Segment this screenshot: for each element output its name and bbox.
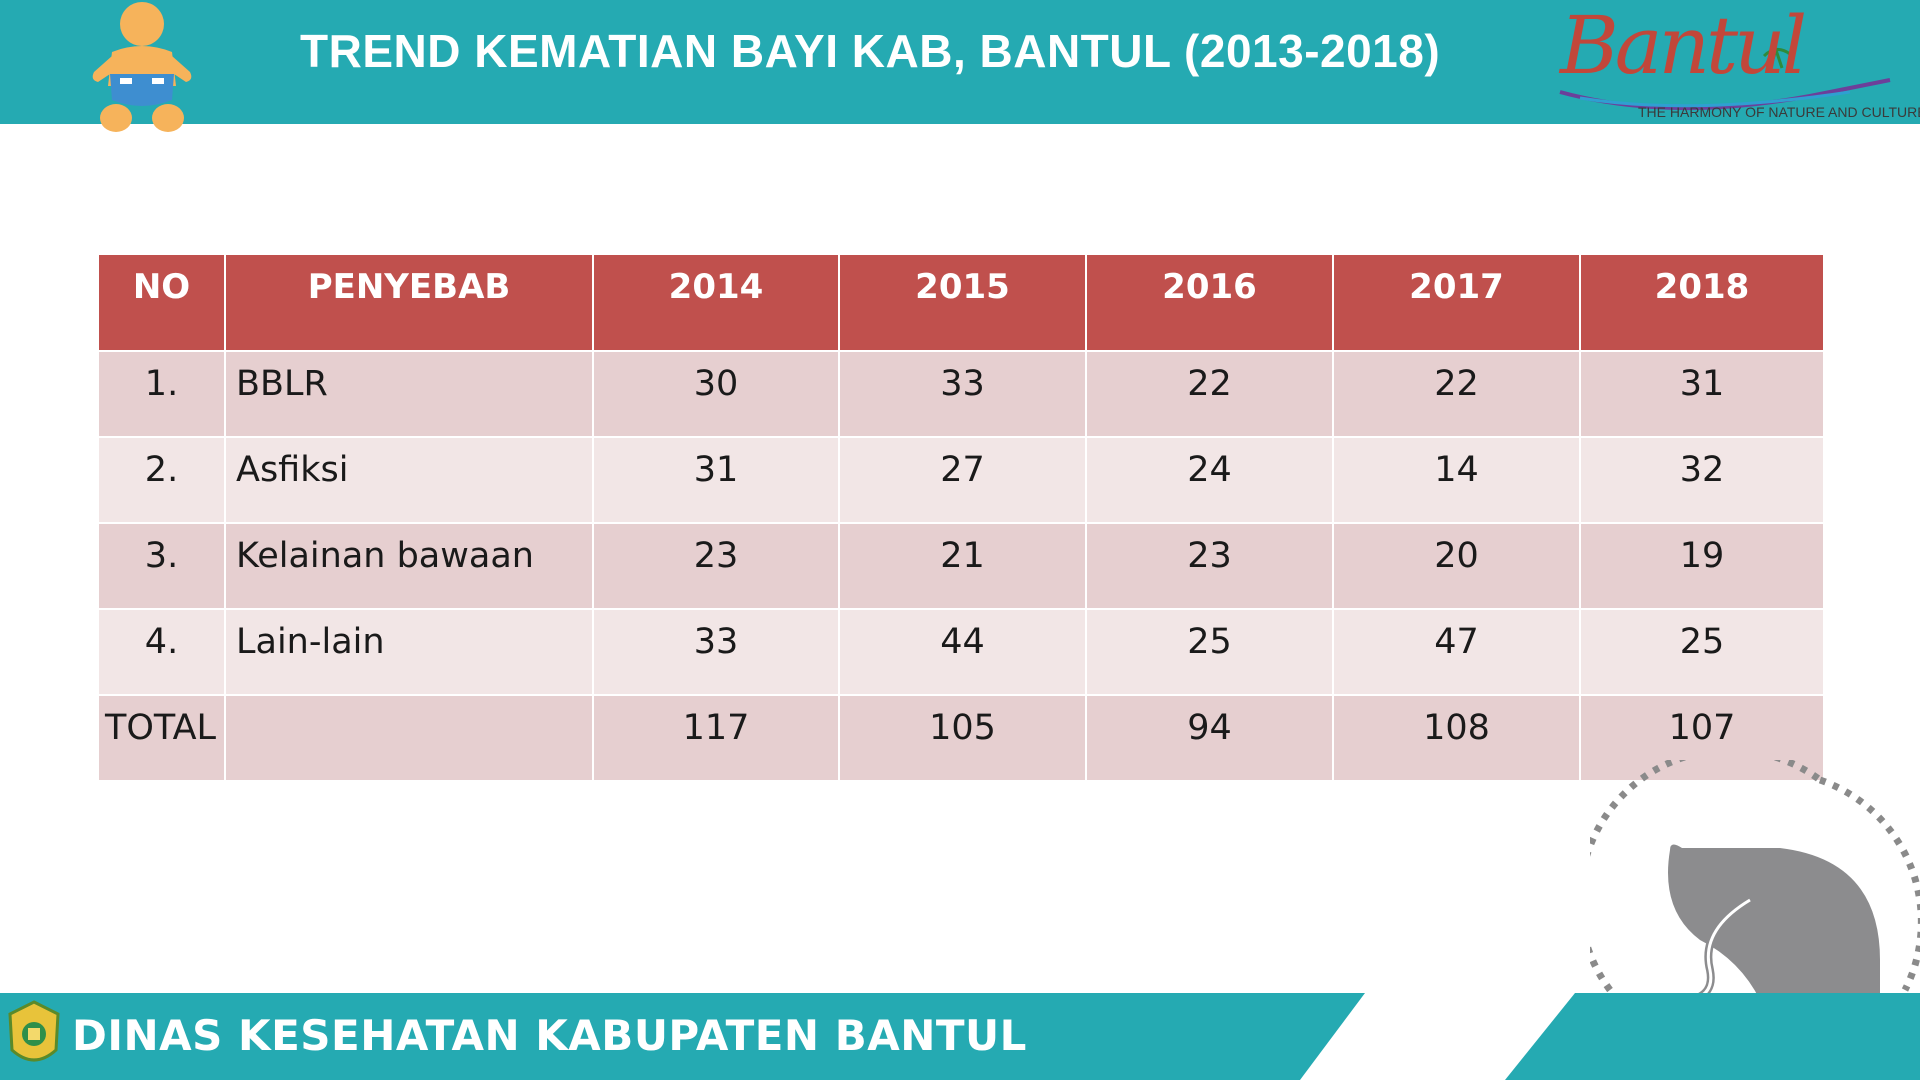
cause-cell: Kelainan bawaan — [224, 522, 594, 610]
table-row: 1. BBLR 30 33 22 22 31 — [97, 350, 1825, 438]
infant-death-table: NO PENYEBAB 2014 2015 2016 2017 2018 1. … — [97, 253, 1825, 782]
column-header: PENYEBAB — [224, 253, 594, 352]
cause-cell: Asfiksi — [224, 436, 594, 524]
total-row: TOTAL 117 105 94 108 107 — [97, 694, 1825, 782]
baby-icon — [92, 2, 192, 132]
table-row: 3. Kelainan bawaan 23 21 23 20 19 — [97, 522, 1825, 610]
value-cell: 27 — [838, 436, 1087, 524]
value-cell: 25 — [1085, 608, 1334, 696]
cause-cell — [224, 694, 594, 782]
value-cell: 32 — [1579, 436, 1825, 524]
logo-swoosh-icon — [1559, 45, 1891, 111]
page-title: TREND KEMATIAN BAYI KAB, BANTUL (2013-20… — [300, 25, 1441, 77]
bantul-emblem — [8, 1000, 60, 1062]
value-cell: 30 — [592, 350, 840, 438]
footer-text: DINAS KESEHATAN KABUPATEN BANTUL — [72, 1011, 1027, 1060]
value-cell: 31 — [592, 436, 840, 524]
table-row: 2. Asfiksi 31 27 24 14 32 — [97, 436, 1825, 524]
value-cell: 25 — [1579, 608, 1825, 696]
total-cell: 107 — [1579, 694, 1825, 782]
total-cell: 94 — [1085, 694, 1334, 782]
value-cell: 20 — [1332, 522, 1581, 610]
value-cell: 23 — [592, 522, 840, 610]
value-cell: 24 — [1085, 436, 1334, 524]
total-cell: 105 — [838, 694, 1087, 782]
row-number: 1. — [97, 350, 226, 438]
column-header: 2014 — [592, 253, 840, 352]
total-cell: 108 — [1332, 694, 1581, 782]
row-number: 4. — [97, 608, 226, 696]
column-header: 2016 — [1085, 253, 1334, 352]
value-cell: 22 — [1085, 350, 1334, 438]
value-cell: 22 — [1332, 350, 1581, 438]
bantul-logo: Bantul THE HARMONY OF NATURE AND CULTURE — [1550, 0, 1920, 124]
header-band — [0, 0, 1920, 124]
cause-cell: Lain-lain — [224, 608, 594, 696]
value-cell: 33 — [592, 608, 840, 696]
row-number: 3. — [97, 522, 226, 610]
value-cell: 44 — [838, 608, 1087, 696]
total-label: TOTAL — [97, 694, 226, 782]
logo-text: Bantul — [1560, 0, 1807, 92]
cause-cell: BBLR — [224, 350, 594, 438]
table-row: 4. Lain-lain 33 44 25 47 25 — [97, 608, 1825, 696]
value-cell: 33 — [838, 350, 1087, 438]
value-cell: 14 — [1332, 436, 1581, 524]
footer-band — [0, 993, 1920, 1080]
total-cell: 117 — [592, 694, 840, 782]
fetus-graphic — [1590, 760, 1920, 1000]
value-cell: 23 — [1085, 522, 1334, 610]
column-header: 2018 — [1579, 253, 1825, 352]
column-header: 2017 — [1332, 253, 1581, 352]
value-cell: 47 — [1332, 608, 1581, 696]
value-cell: 31 — [1579, 350, 1825, 438]
column-header: 2015 — [838, 253, 1087, 352]
logo-tagline: THE HARMONY OF NATURE AND CULTURE — [1638, 104, 1920, 120]
column-header: NO — [97, 253, 226, 352]
value-cell: 19 — [1579, 522, 1825, 610]
value-cell: 21 — [838, 522, 1087, 610]
row-number: 2. — [97, 436, 226, 524]
table-header-row: NO PENYEBAB 2014 2015 2016 2017 2018 — [97, 253, 1825, 352]
